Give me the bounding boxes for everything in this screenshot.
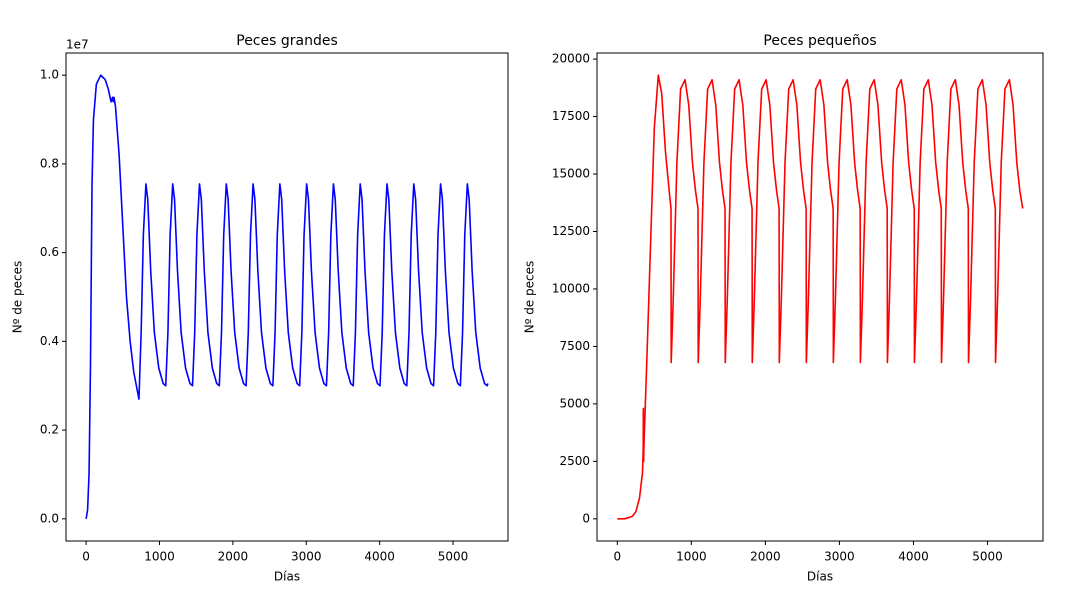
y-tick-label: 0.4 <box>40 334 59 348</box>
x-axis-label: Días <box>807 570 833 584</box>
x-tick-label: 4000 <box>364 550 395 564</box>
y-tick-label: 1.0 <box>40 68 59 82</box>
chart-title: Peces grandes <box>236 33 338 49</box>
plot-frame <box>596 52 1044 542</box>
y-tick-label: 15000 <box>552 167 590 181</box>
y-tick-label: 17500 <box>552 109 590 123</box>
y-tick-label: 12500 <box>552 224 590 238</box>
x-tick-label: 1000 <box>144 550 175 564</box>
x-tick-label: 2000 <box>218 550 249 564</box>
x-tick-label: 3000 <box>824 550 855 564</box>
y-tick-label: 0.8 <box>40 156 59 170</box>
line-series <box>85 74 489 519</box>
x-tick-label: 3000 <box>291 550 322 564</box>
y-tick-label: 5000 <box>559 396 590 410</box>
x-axis-label: Días <box>274 570 300 584</box>
x-tick-label: 5000 <box>438 550 469 564</box>
y-tick-label: 10000 <box>552 281 590 295</box>
x-tick-label: 4000 <box>898 550 929 564</box>
x-tick-label: 1000 <box>676 550 707 564</box>
x-tick-label: 2000 <box>750 550 781 564</box>
x-tick-label: 5000 <box>972 550 1003 564</box>
y-tick-label: 7500 <box>559 339 590 353</box>
y-offset-label: 1e7 <box>66 38 89 52</box>
chart-title: Peces pequeños <box>763 33 876 49</box>
y-tick-label: 2500 <box>559 454 590 468</box>
y-axis-label: Nº de peces <box>523 261 537 334</box>
plot-frame <box>65 52 509 542</box>
x-tick-label: 0 <box>82 550 90 564</box>
y-tick-label: 0 <box>582 511 590 525</box>
y-tick-label: 0.6 <box>40 245 59 259</box>
x-tick-label: 0 <box>613 550 621 564</box>
line-series <box>617 74 1024 520</box>
y-axis-label: Nº de peces <box>11 261 25 334</box>
y-tick-label: 0.2 <box>40 423 59 437</box>
y-tick-label: 20000 <box>552 52 590 66</box>
y-tick-label: 0.0 <box>40 511 59 525</box>
